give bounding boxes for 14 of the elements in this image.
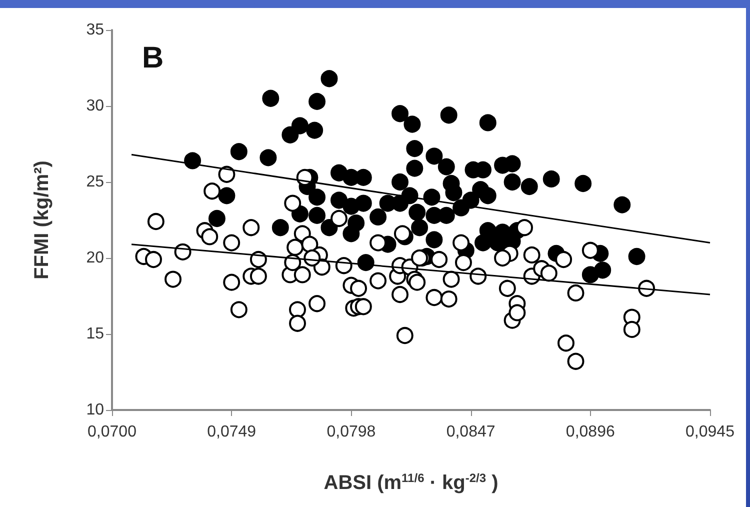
y-tick-label: 35 [86,22,104,38]
x-tick-label: 0,0700 [88,424,137,440]
y-tick-label: 25 [86,174,104,190]
x-tick-label: 0,0896 [566,424,615,440]
x-tick-label: 0,0945 [686,424,735,440]
y-tick-label: 15 [86,326,104,342]
y-tick-label: 30 [86,98,104,114]
x-tick-label: 0,0847 [446,424,496,440]
y-axis-title: FFMI (kg/m²) [31,160,53,280]
y-tick-label: 10 [86,402,104,418]
y-tick-label: 20 [86,250,104,266]
chart-title: B [142,42,164,74]
x-tick-label: 0,0749 [207,424,256,440]
x-tick-label: 0,0798 [326,424,376,440]
